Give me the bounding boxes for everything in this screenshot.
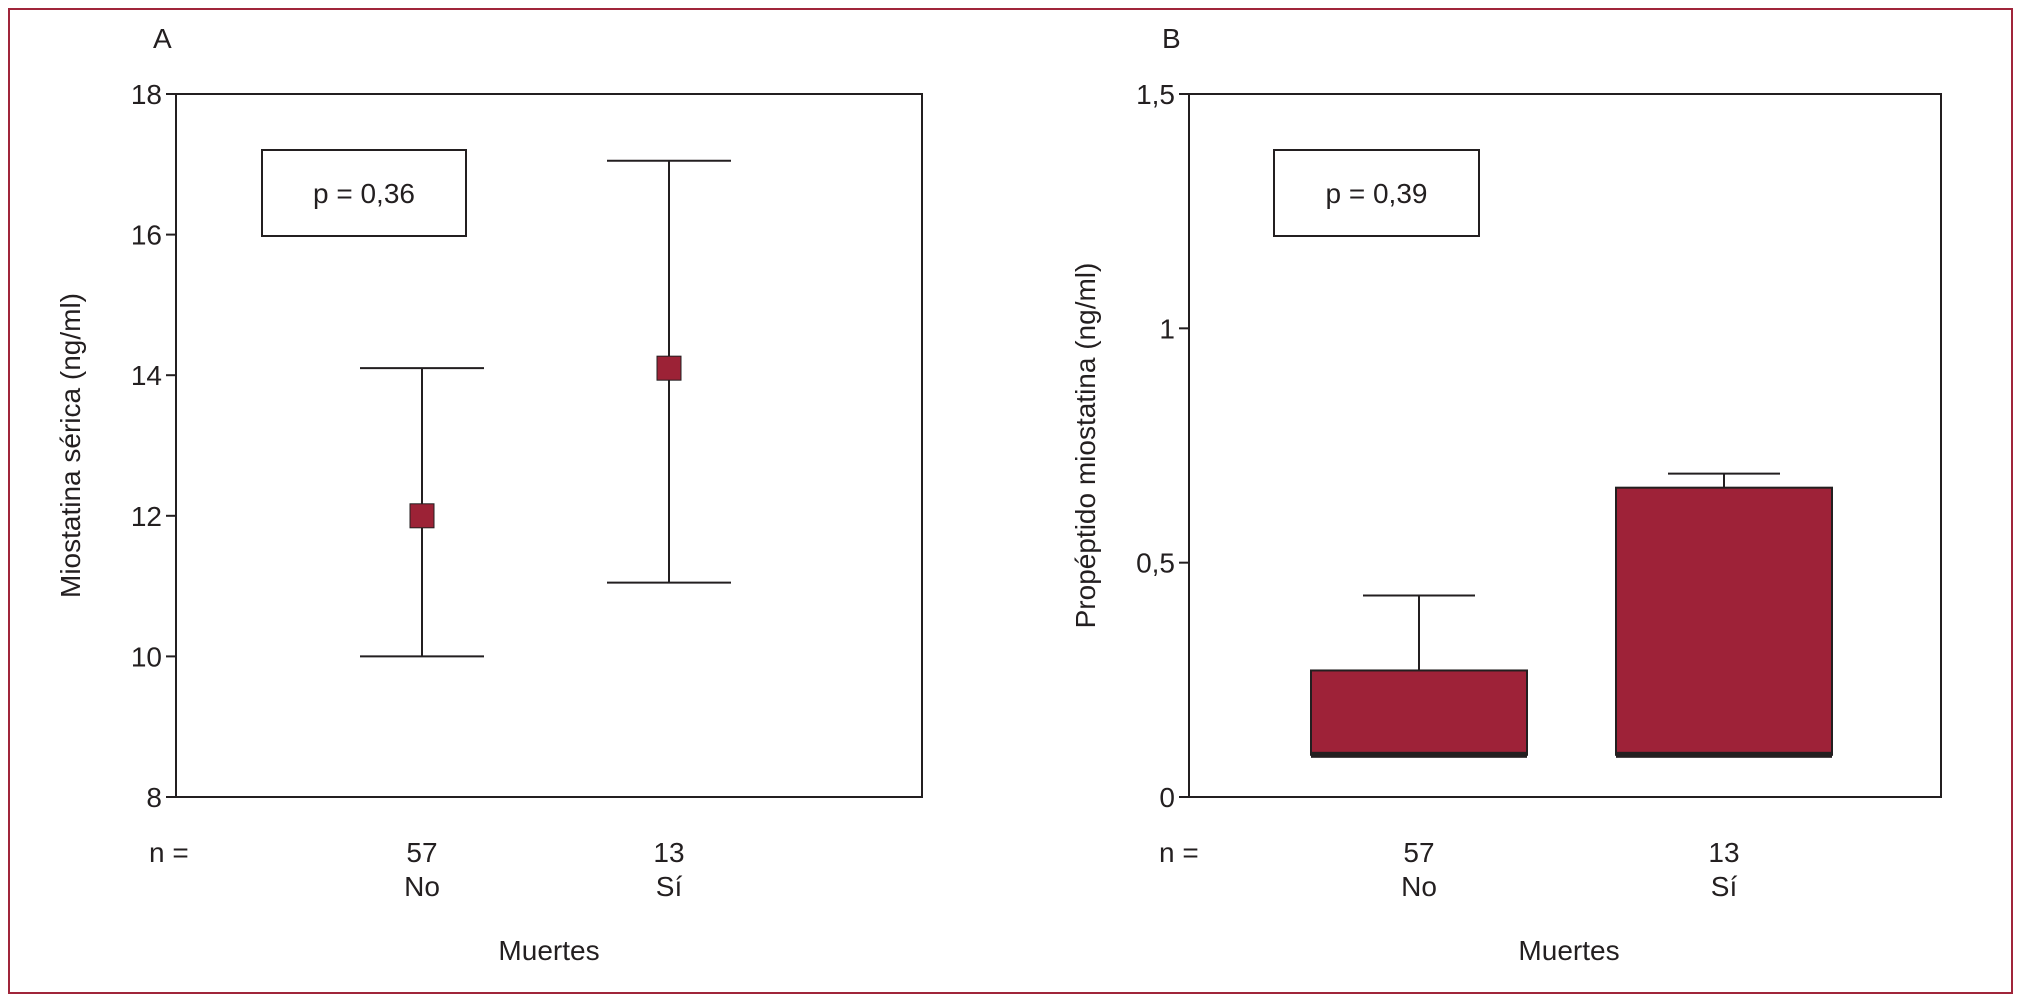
panel-a-y-tick-label: 18 — [131, 79, 162, 110]
panel-a-plot-frame — [175, 93, 923, 798]
panel-b-x-tick-label: No — [1401, 871, 1437, 902]
panel-a-mean-marker — [656, 355, 682, 381]
panel-b-y-tick-label: 1,5 — [1136, 79, 1175, 110]
panel-b-y-tick-label: 0 — [1159, 782, 1175, 813]
panel-b-label: B — [1162, 23, 1181, 54]
panel-a-annotation-text: p = 0,36 — [313, 178, 415, 209]
panel-a-n-label: n = — [149, 837, 189, 868]
panel-a-y-tick-label: 8 — [146, 782, 162, 813]
panel-b-x-axis-title: Muertes — [1518, 935, 1619, 966]
panel-b-bar-base-line — [1616, 751, 1832, 758]
panel-a-y-tick-label: 12 — [131, 501, 162, 532]
panel-a-x-tick-label: No — [404, 871, 440, 902]
panel-b-y-axis-title: Propéptido miostatina (ng/ml) — [1070, 263, 1101, 629]
panel-b-n-label: n = — [1159, 837, 1199, 868]
panel-a-mean-marker — [409, 503, 435, 529]
panel-a-n-value: 13 — [653, 837, 684, 868]
panel-a-y-tick-label: 10 — [131, 641, 162, 672]
panel-a-n-value: 57 — [406, 837, 437, 868]
panel-b-y-tick-label: 1 — [1159, 313, 1175, 344]
panel-a-y-tick-label: 14 — [131, 360, 162, 391]
panel-b-annotation-box — [1273, 149, 1480, 237]
panel-b-x-tick-label: Sí — [1711, 871, 1738, 902]
panel-a-label: A — [153, 23, 172, 54]
panel-a-y-axis-title: Miostatina sérica (ng/ml) — [55, 293, 86, 598]
panel-a-x-tick-label: Sí — [656, 871, 683, 902]
panel-b-annotation-text: p = 0,39 — [1326, 178, 1428, 209]
panel-b-plot-frame — [1188, 93, 1942, 798]
panel-b-y-tick-label: 0,5 — [1136, 548, 1175, 579]
panel-b-bar — [1615, 486, 1833, 756]
panel-b-n-value: 57 — [1403, 837, 1434, 868]
panel-a-annotation-box — [261, 149, 467, 237]
panel-a-x-axis-title: Muertes — [498, 935, 599, 966]
panel-b-bar-base-line — [1311, 751, 1527, 758]
panel-b-n-value: 13 — [1708, 837, 1739, 868]
panel-b-bar — [1310, 669, 1528, 756]
figure-frame: A 8 10 12 14 16 18 Miostatina sérica (ng/ml) n =… — [8, 8, 2013, 994]
panel-a-y-tick-label: 16 — [131, 220, 162, 251]
